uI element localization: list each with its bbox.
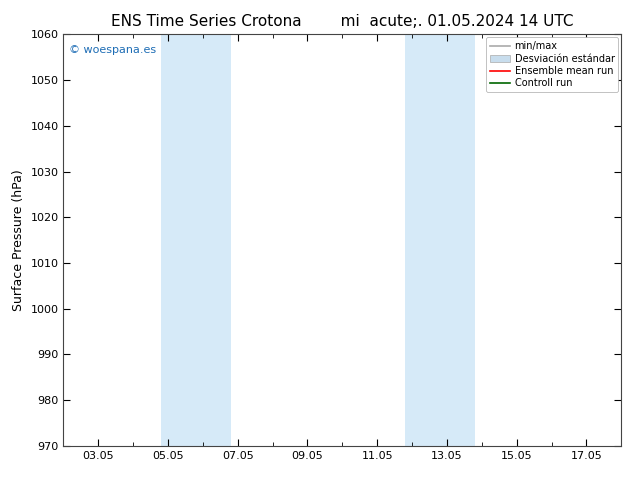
Title: ENS Time Series Crotona        mi  acute;. 01.05.2024 14 UTC: ENS Time Series Crotona mi acute;. 01.05…: [111, 14, 574, 29]
Legend: min/max, Desviación estándar, Ensemble mean run, Controll run: min/max, Desviación estándar, Ensemble m…: [486, 37, 618, 92]
Bar: [405, 34, 475, 446]
Bar: [161, 34, 231, 446]
Y-axis label: Surface Pressure (hPa): Surface Pressure (hPa): [12, 169, 25, 311]
Text: © woespana.es: © woespana.es: [69, 45, 156, 54]
